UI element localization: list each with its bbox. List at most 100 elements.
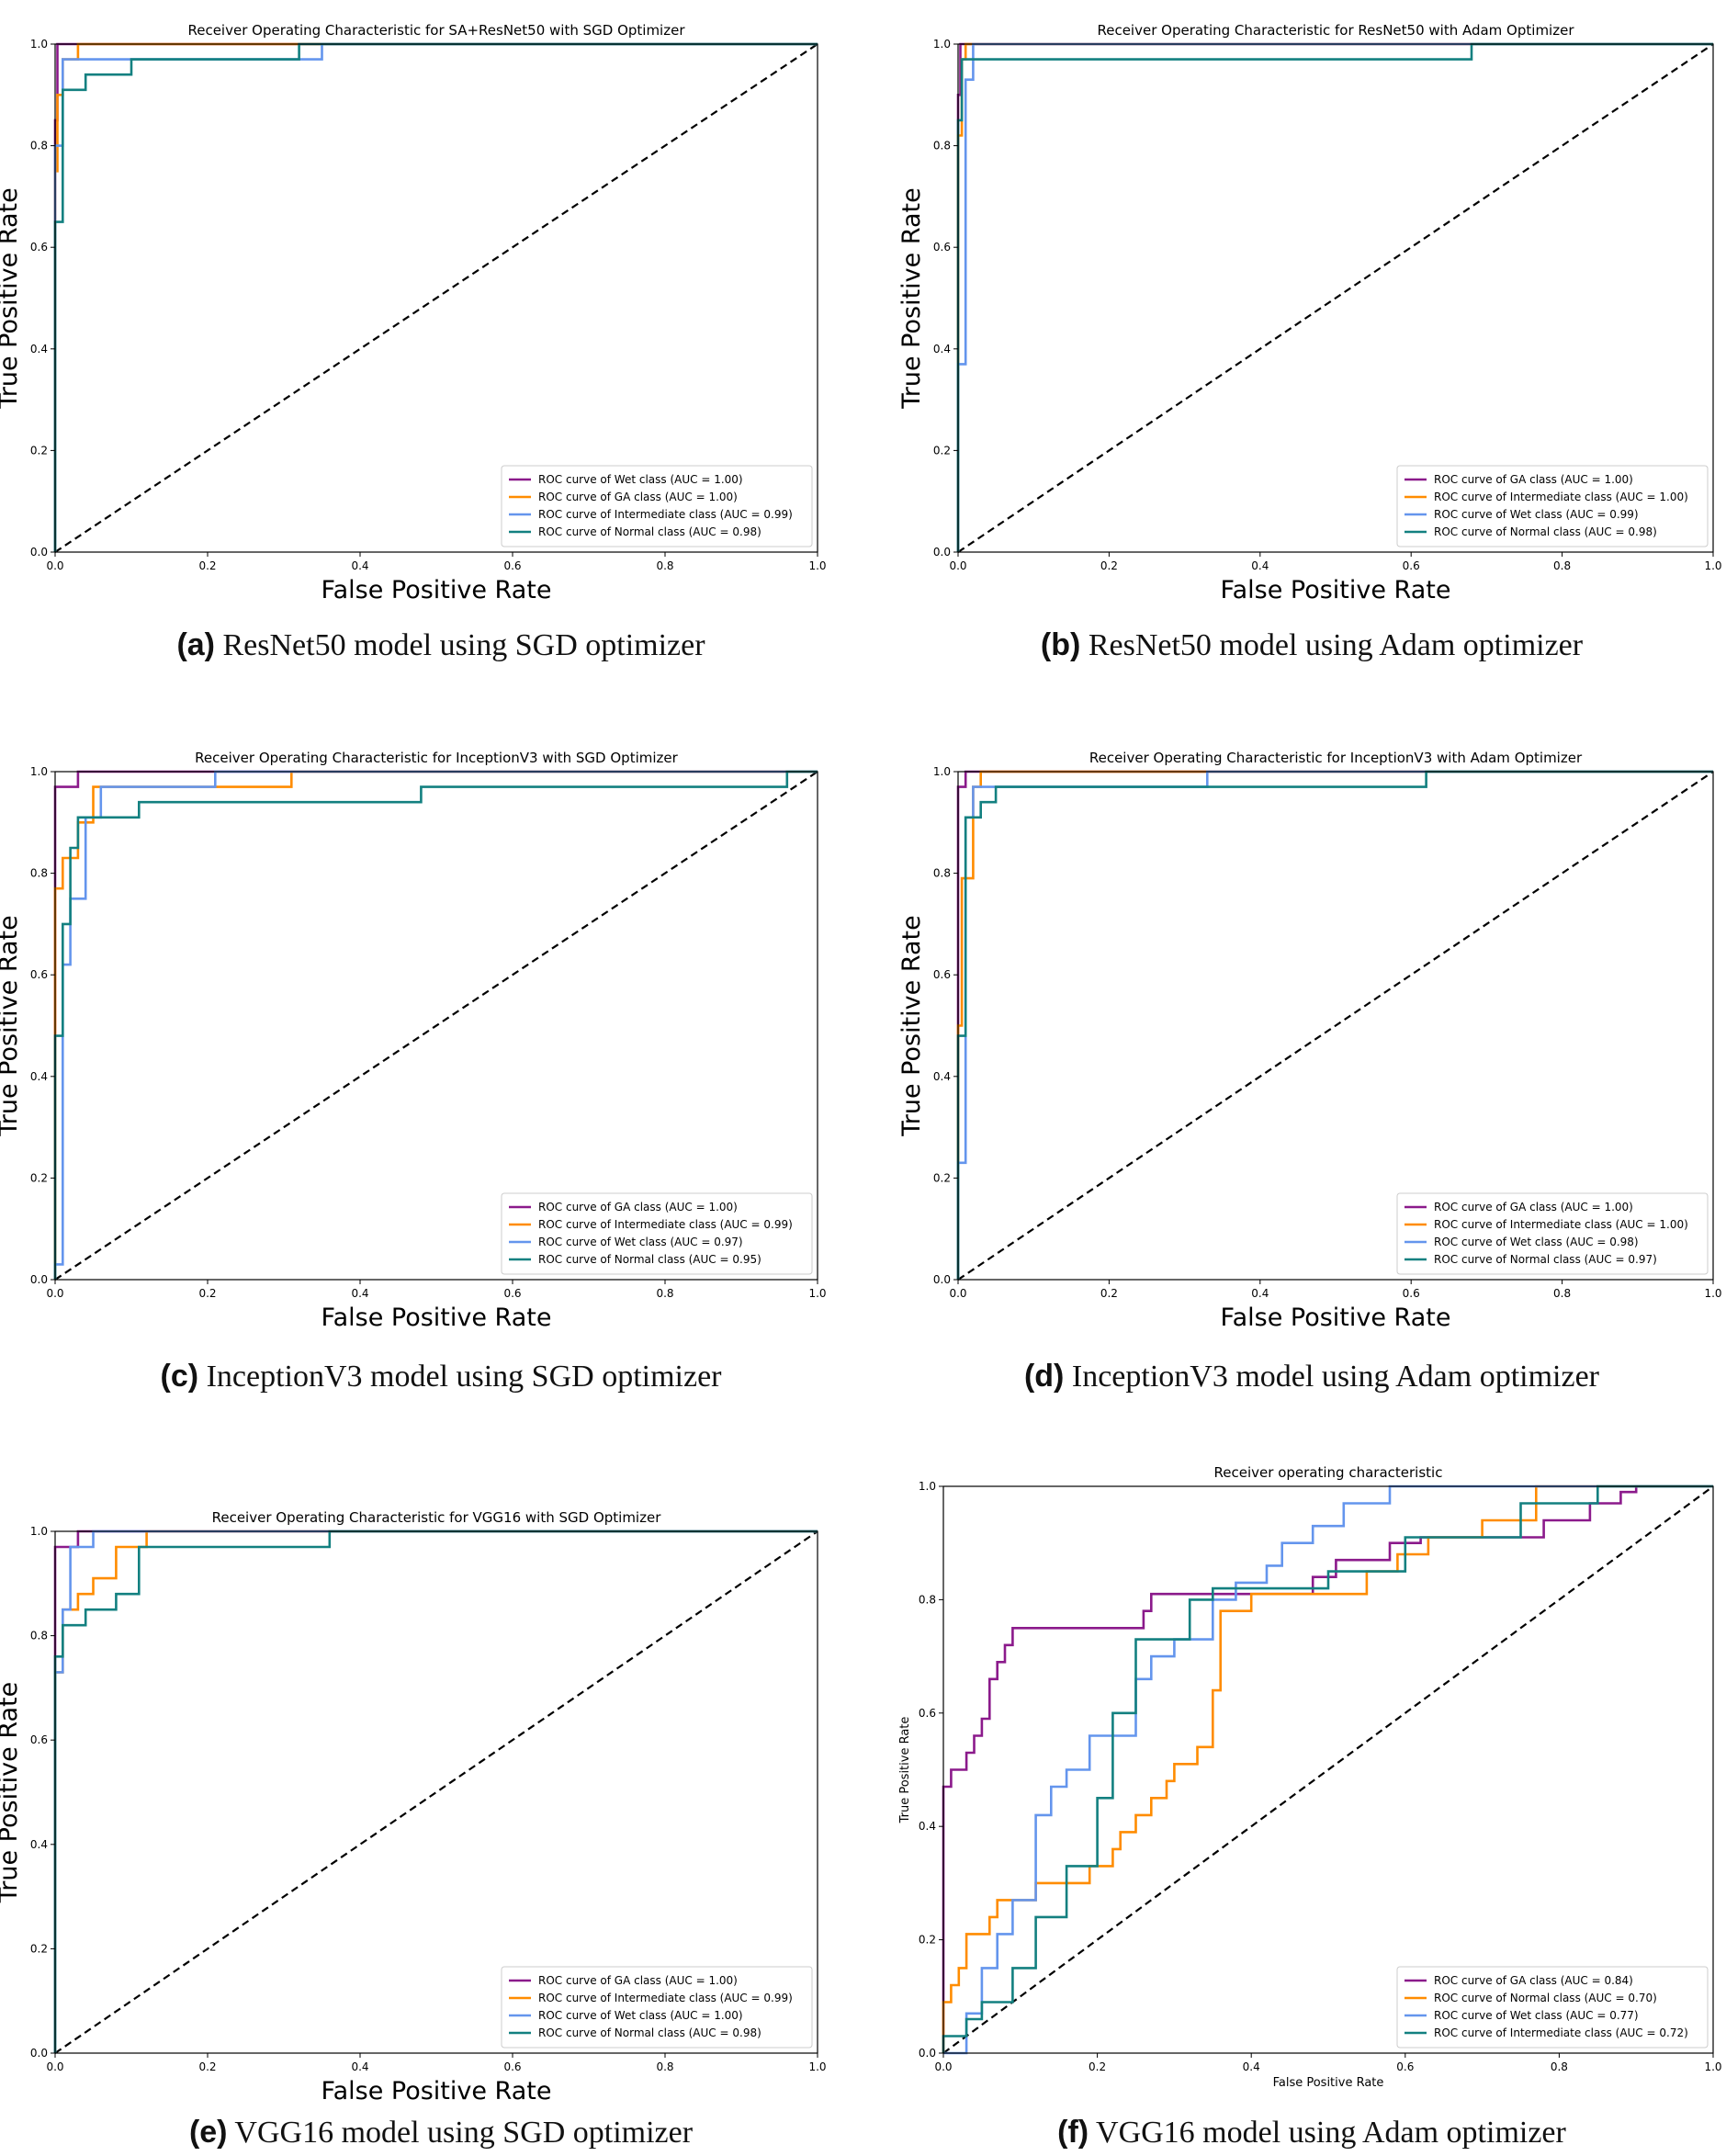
y-axis-label: True Positive Rate (897, 187, 926, 410)
y-tick-label: 0.8 (30, 1630, 48, 1642)
legend-entry: ROC curve of Normal class (AUC = 0.97) (1434, 1253, 1657, 1266)
legend-entry: ROC curve of Wet class (AUC = 0.98) (1434, 1236, 1639, 1248)
legend: ROC curve of GA class (AUC = 1.00) ROC cu… (1396, 465, 1709, 547)
caption-c-letter: (c) (160, 1359, 199, 1394)
y-tick-label: 0.0 (919, 2047, 936, 2060)
roc-series-2 (942, 1484, 1713, 2053)
y-tick-label: 0.4 (933, 343, 951, 356)
y-tick-label: 0.4 (30, 1838, 48, 1851)
chart-series-group (942, 1484, 1714, 2055)
legend-entry: ROC curve of Intermediate class (AUC = 1… (1434, 491, 1688, 503)
legend-box (501, 1966, 813, 2049)
legend-entry: ROC curve of Intermediate class (AUC = 1… (1434, 1218, 1688, 1231)
roc-series-4 (956, 770, 1713, 1280)
legend-entry: ROC curve of GA class (AUC = 1.00) (1434, 473, 1633, 486)
legend-box (1396, 1192, 1709, 1275)
x-tick-label: 0.8 (656, 2060, 673, 2073)
x-tick-label: 0.4 (1251, 559, 1269, 572)
y-tick-label: 0.6 (933, 968, 951, 981)
x-tick-label: 0.6 (1403, 559, 1420, 572)
plot-frame (54, 43, 818, 553)
x-tick-label: 1.0 (808, 1287, 826, 1300)
legend-entry: ROC curve of GA class (AUC = 1.00) (1434, 1201, 1633, 1213)
roc-series-3 (53, 770, 818, 1280)
chart-panel-3: Receiver Operating Characteristic for In… (0, 750, 827, 1332)
y-tick-label: 0.2 (30, 444, 48, 457)
legend-entry: ROC curve of Normal class (AUC = 0.70) (1434, 1992, 1657, 2004)
caption-a-text: ResNet50 model using SGD optimizer (222, 628, 705, 662)
y-tick-label: 0.8 (30, 140, 48, 152)
y-tick-label: 0.0 (933, 546, 951, 559)
y-axis-label: True Positive Rate (0, 187, 23, 410)
caption-b: (b) ResNet50 model using Adam optimizer (898, 627, 1725, 663)
x-tick-label: 0.4 (351, 1287, 368, 1300)
chart-panel-5: Receiver Operating Characteristic for VG… (0, 1509, 827, 2105)
roc-series-1 (942, 1484, 1713, 2053)
x-tick-label: 0.2 (1089, 2060, 1106, 2073)
chart-title: Receiver operating characteristic (1214, 1464, 1443, 1481)
caption-d-letter: (d) (1023, 1359, 1065, 1394)
legend-entry: ROC curve of Wet class (AUC = 1.00) (538, 473, 743, 486)
x-tick-label: 0.2 (198, 2060, 216, 2073)
y-tick-label: 0.6 (30, 968, 48, 981)
x-tick-label: 0.2 (198, 1287, 216, 1300)
y-tick-label: 1.0 (933, 765, 951, 778)
y-tick-label: 0.2 (30, 1942, 48, 1955)
caption-f-letter: (f) (1057, 2115, 1089, 2150)
legend-entry: ROC curve of Intermediate class (AUC = 0… (538, 508, 793, 521)
y-tick-label: 0.4 (919, 1820, 936, 1833)
legend: ROC curve of GA class (AUC = 1.00) ROC cu… (501, 1192, 813, 1275)
x-tick-label: 0.8 (1553, 1287, 1571, 1300)
x-tick-label: 0.4 (1243, 2060, 1260, 2073)
y-tick-label: 0.2 (30, 1171, 48, 1184)
caption-d: (d) InceptionV3 model using Adam optimiz… (898, 1359, 1725, 1394)
x-tick-label: 0.4 (1251, 1287, 1269, 1300)
caption-c: (c) InceptionV3 model using SGD optimize… (28, 1359, 854, 1394)
caption-b-letter: (b) (1040, 627, 1081, 662)
x-tick-label: 0.2 (1100, 559, 1118, 572)
y-axis-label: True Positive Rate (897, 915, 926, 1137)
y-tick-label: 0.6 (933, 241, 951, 254)
y-tick-label: 0.8 (933, 867, 951, 880)
legend-entry: ROC curve of GA class (AUC = 1.00) (538, 1201, 738, 1213)
x-tick-label: 1.0 (808, 2060, 826, 2073)
chart-series-group (53, 770, 818, 1281)
chart-title: Receiver Operating Characteristic for Re… (1097, 22, 1574, 39)
x-tick-label: 0.0 (949, 559, 966, 572)
x-tick-label: 0.6 (503, 2060, 521, 2073)
chart-title: Receiver Operating Characteristic for SA… (187, 22, 685, 39)
y-tick-label: 0.6 (30, 1733, 48, 1746)
roc-series-4 (942, 1484, 1713, 2053)
chart-title: Receiver Operating Characteristic for In… (195, 750, 678, 766)
y-tick-label: 0.0 (933, 1273, 951, 1286)
y-tick-label: 0.2 (933, 444, 951, 457)
legend-entry: ROC curve of GA class (AUC = 0.84) (1434, 1974, 1633, 1987)
legend: ROC curve of Wet class (AUC = 1.00) ROC c… (501, 465, 813, 547)
x-tick-label: 0.6 (1403, 1287, 1420, 1300)
y-tick-label: 1.0 (933, 38, 951, 51)
legend: ROC curve of GA class (AUC = 0.84) ROC cu… (1396, 1966, 1709, 2049)
x-tick-label: 1.0 (1704, 559, 1721, 572)
chart-panel-2: Receiver Operating Characteristic for Re… (897, 22, 1722, 604)
chart-title: Receiver Operating Characteristic for In… (1089, 750, 1583, 766)
diagonal-chance-line (54, 43, 818, 553)
diagonal-chance-line (54, 1530, 818, 2054)
legend-entry: ROC curve of Wet class (AUC = 0.97) (538, 1236, 743, 1248)
legend-entry: ROC curve of Normal class (AUC = 0.98) (538, 2026, 761, 2039)
x-tick-label: 0.0 (46, 1287, 63, 1300)
y-axis-label: True Positive Rate (898, 1717, 912, 1824)
y-tick-label: 0.8 (933, 140, 951, 152)
x-tick-label: 1.0 (1704, 2060, 1721, 2073)
roc-series-4 (53, 42, 818, 552)
y-tick-label: 1.0 (30, 1525, 48, 1538)
chart-panel-1: Receiver Operating Characteristic for SA… (0, 22, 827, 604)
roc-series-3 (943, 1484, 1713, 2055)
y-tick-label: 1.0 (30, 765, 48, 778)
x-axis-label: False Positive Rate (1221, 1304, 1451, 1332)
legend-box (501, 1192, 813, 1275)
y-tick-label: 0.0 (30, 546, 48, 559)
caption-a-letter: (a) (176, 627, 215, 662)
chart-panel-6: Receiver operating characteristic 0.0 0.2 0… (898, 1464, 1722, 2090)
x-axis-label: False Positive Rate (1273, 2076, 1384, 2090)
roc-series-4 (53, 770, 818, 1280)
